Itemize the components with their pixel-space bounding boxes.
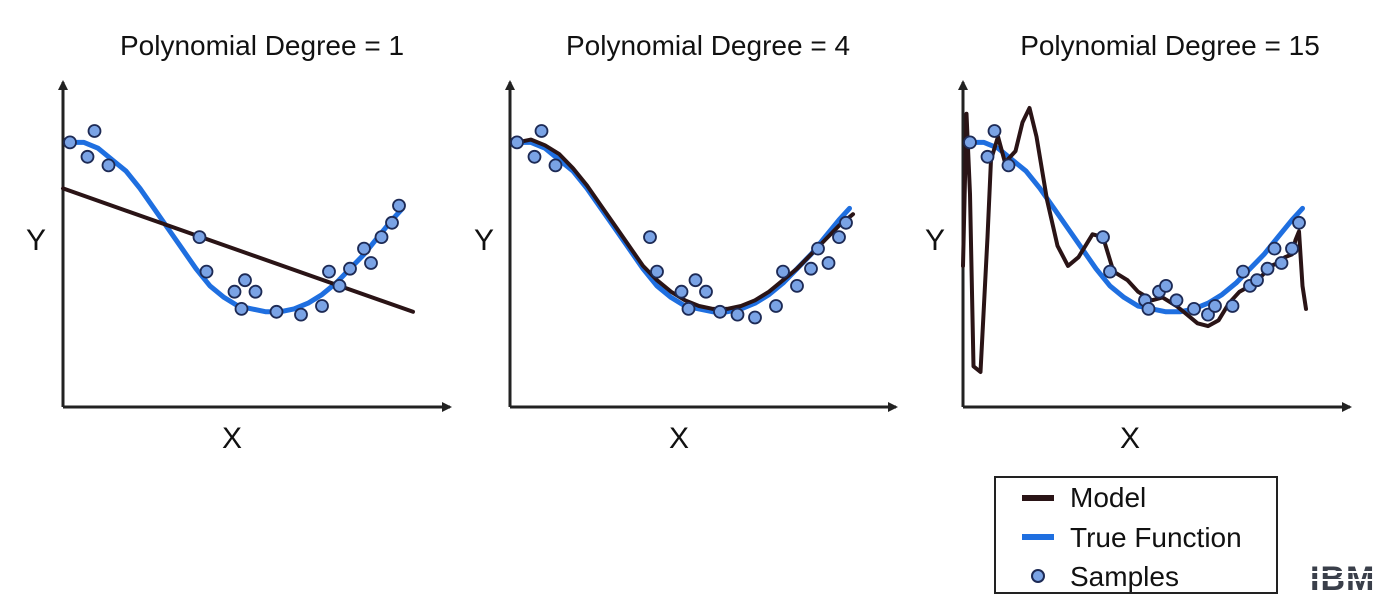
sample-point bbox=[776, 264, 790, 279]
sample-point bbox=[510, 135, 524, 150]
sample-point bbox=[374, 230, 389, 245]
sample-point bbox=[527, 149, 542, 164]
sample-point bbox=[199, 264, 214, 279]
sample-point bbox=[804, 261, 818, 276]
sample-point bbox=[1169, 293, 1184, 308]
panel-2-x-label: X bbox=[669, 422, 689, 455]
sample-point bbox=[1274, 256, 1289, 270]
legend-model-label: Model bbox=[1070, 482, 1146, 513]
sample-point bbox=[713, 304, 727, 319]
sample-point bbox=[790, 278, 804, 293]
panel-2-title: Polynomial Degree = 4 bbox=[566, 30, 850, 61]
legend-samples-swatch bbox=[1031, 569, 1045, 583]
sample-point bbox=[63, 135, 77, 150]
sample-point bbox=[1141, 301, 1156, 316]
sample-point bbox=[248, 284, 263, 299]
sample-point bbox=[1103, 264, 1117, 279]
panel-3-x-label: X bbox=[1120, 422, 1140, 455]
sample-point bbox=[821, 256, 836, 270]
panel-3-y-label: Y bbox=[925, 224, 945, 257]
panel-2-y-label: Y bbox=[474, 224, 494, 257]
sample-point bbox=[839, 215, 853, 230]
sample-point bbox=[963, 135, 977, 150]
panel-degree-1: Polynomial Degree = 1 Y X bbox=[26, 30, 452, 455]
legend: Model True Function Samples bbox=[994, 476, 1278, 594]
true-function-line bbox=[967, 139, 1305, 315]
panel-degree-15: Polynomial Degree = 15 Y X bbox=[925, 30, 1352, 455]
sample-point bbox=[227, 284, 242, 299]
sample-point bbox=[1187, 301, 1201, 316]
sample-point bbox=[1260, 261, 1275, 276]
sample-point bbox=[832, 230, 846, 245]
sample-point bbox=[322, 264, 336, 279]
panel-1-title: Polynomial Degree = 1 bbox=[120, 30, 404, 61]
sample-point bbox=[1292, 215, 1306, 230]
sample-point bbox=[238, 273, 252, 288]
sample-point bbox=[1250, 273, 1264, 288]
sample-point bbox=[1096, 230, 1110, 245]
sample-point bbox=[688, 273, 703, 288]
panel-1-plot-area bbox=[61, 124, 415, 322]
sample-point bbox=[364, 256, 378, 270]
sample-point bbox=[699, 284, 713, 299]
sample-point bbox=[101, 158, 116, 173]
model-line bbox=[61, 186, 415, 314]
sample-point bbox=[80, 149, 95, 164]
panel-1-y-label: Y bbox=[26, 224, 46, 257]
panel-3-title: Polynomial Degree = 15 bbox=[1020, 30, 1320, 61]
sample-point bbox=[392, 198, 406, 213]
sample-point bbox=[332, 278, 347, 293]
sample-point bbox=[980, 149, 995, 164]
sample-point bbox=[234, 301, 249, 316]
sample-point bbox=[681, 301, 696, 316]
sample-point bbox=[534, 124, 549, 138]
legend-samples-label: Samples bbox=[1070, 561, 1179, 592]
sample-point bbox=[269, 304, 284, 319]
sample-point bbox=[1159, 278, 1173, 293]
sample-point bbox=[385, 215, 399, 230]
panel-3-plot-area bbox=[961, 106, 1308, 374]
sample-point bbox=[1267, 241, 1282, 256]
sample-point bbox=[87, 124, 102, 138]
sample-point bbox=[769, 299, 783, 313]
sample-point bbox=[315, 299, 329, 313]
sample-point bbox=[548, 158, 563, 173]
sample-point bbox=[987, 124, 1002, 138]
sample-point bbox=[674, 284, 689, 299]
model-line bbox=[961, 106, 1308, 374]
model-line bbox=[515, 137, 855, 311]
sample-point bbox=[1236, 264, 1250, 279]
sample-point bbox=[730, 307, 745, 322]
sample-point bbox=[1225, 299, 1240, 313]
sample-point bbox=[1208, 299, 1222, 313]
legend-true-function-label: True Function bbox=[1070, 522, 1242, 553]
sample-point bbox=[811, 241, 825, 256]
sample-point bbox=[650, 264, 664, 279]
ibm-logo: IBM bbox=[1306, 560, 1377, 598]
sample-point bbox=[294, 307, 308, 322]
sample-point bbox=[643, 230, 657, 245]
panel-degree-4: Polynomial Degree = 4 Y X bbox=[474, 30, 898, 455]
sample-point bbox=[357, 241, 371, 256]
sample-point bbox=[748, 310, 762, 325]
panel-2-plot-area bbox=[510, 124, 855, 325]
sample-point bbox=[192, 230, 207, 245]
sample-point bbox=[1285, 241, 1299, 256]
panel-1-x-label: X bbox=[222, 422, 242, 455]
sample-point bbox=[1001, 158, 1016, 173]
sample-point bbox=[343, 261, 357, 276]
